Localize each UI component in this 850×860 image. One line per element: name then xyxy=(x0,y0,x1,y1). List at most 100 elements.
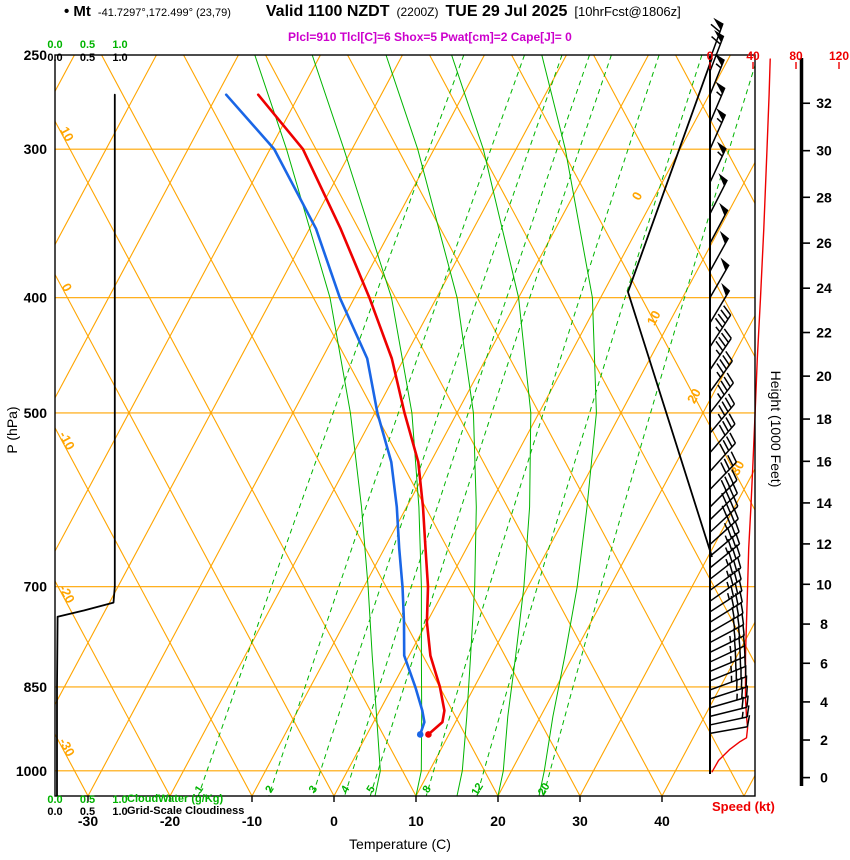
wind-barb-full xyxy=(734,582,739,595)
wind-barb-staff xyxy=(709,403,736,434)
wind-barb-pennant xyxy=(716,108,726,121)
wind-barb-full xyxy=(727,393,736,405)
moist-adiabat-line xyxy=(311,55,423,796)
wind-barb xyxy=(709,257,730,299)
mixing-ratio-label: 12 xyxy=(469,781,486,798)
wind-barb xyxy=(709,612,745,644)
wind-barb-full xyxy=(714,317,724,329)
dewpoint-surface-dot xyxy=(416,731,424,738)
mixing-ratio-label: 4 xyxy=(339,783,353,795)
mixing-ratio-line xyxy=(425,55,660,796)
wind-barb-full xyxy=(722,420,730,432)
temperature-axis-title: Temperature (C) xyxy=(349,836,451,852)
wind-barb xyxy=(709,451,738,491)
wind-barb-full xyxy=(726,372,735,384)
temp-tick-label: 30 xyxy=(572,813,588,829)
isotherm-line xyxy=(169,55,567,796)
wind-barb-staff xyxy=(709,314,732,348)
wind-barb-full xyxy=(731,469,738,481)
mixing-ratio-label: 5 xyxy=(365,784,378,796)
wind-barb-staff xyxy=(709,706,748,718)
wind-barb-full xyxy=(723,376,731,388)
mixing-ratio-line xyxy=(476,55,703,796)
dry-adiabat-line xyxy=(55,273,335,796)
wind-barb xyxy=(709,705,750,726)
wind-barb xyxy=(709,579,743,613)
wind-barb-pennant xyxy=(719,230,729,245)
wind-barb xyxy=(709,675,748,700)
wind-barb-half xyxy=(724,547,729,554)
wind-barb-half xyxy=(715,349,721,356)
isotherm-line xyxy=(55,55,321,553)
isotherm-line xyxy=(661,621,755,796)
valid-zulu: (2200Z) xyxy=(396,5,439,19)
wind-barb-half xyxy=(726,592,731,600)
valid-time: Valid 1100 NZDT xyxy=(265,3,390,20)
wind-barb-staff xyxy=(709,518,739,545)
mixing-ratio-label: 8 xyxy=(420,784,433,796)
cloudiness-scale-top: 1.0 xyxy=(112,52,127,64)
wind-barb-column xyxy=(627,17,751,774)
dry-adiabat-line xyxy=(101,55,499,796)
wind-barb xyxy=(709,108,727,150)
wind-barb-full xyxy=(723,305,732,316)
mixing-ratio-line xyxy=(268,55,525,796)
height-tick-label: 0 xyxy=(820,770,828,786)
wind-barb-staff xyxy=(709,461,737,491)
dry-adiabat-line xyxy=(429,55,755,665)
height-tick-label: 32 xyxy=(816,95,832,111)
speed-axis-title: Speed (kt) xyxy=(712,799,775,814)
temp-tick-label: 20 xyxy=(490,813,506,829)
dry-adiabat-line xyxy=(55,120,417,796)
wind-barb xyxy=(709,556,742,591)
isotherm-line xyxy=(87,55,485,796)
mixing-ratio-label: 3 xyxy=(307,784,320,796)
wind-barb-half xyxy=(715,326,721,333)
wind-barb-full xyxy=(732,559,738,572)
wind-barb-full xyxy=(716,363,725,374)
wind-barb-full xyxy=(741,612,745,625)
wind-barb-staff xyxy=(709,686,747,700)
isotherm-line xyxy=(743,774,755,796)
chart-title: • Mt -41.7297°,172.499° (23,79) Valid 11… xyxy=(64,3,681,21)
wind-barb xyxy=(709,17,724,60)
wind-barb xyxy=(709,393,736,434)
wind-barb-staff xyxy=(709,567,742,591)
isotherm-label: 30 xyxy=(727,458,747,478)
cloudiness-axis-title: Grid-Scale Cloudiness xyxy=(127,805,245,817)
cloudwater-scale-bottom: 0.5 xyxy=(80,794,95,806)
cloudiness-scale-bottom: 0.0 xyxy=(47,806,62,818)
isotherm-label: 20 xyxy=(684,386,704,406)
wind-barb-pennant xyxy=(714,53,725,66)
wind-barb-half xyxy=(717,151,723,157)
wind-barb-full xyxy=(725,350,733,362)
speed-tick-label: 40 xyxy=(746,49,760,63)
pressure-axis-title: P (hPa) xyxy=(4,406,20,454)
wind-barb-staff xyxy=(709,590,743,613)
wind-barb-half xyxy=(729,656,732,663)
cloudwater-scale-bottom: 0.0 xyxy=(47,794,62,806)
wind-barb-staff xyxy=(709,645,745,663)
wind-barb-staff xyxy=(709,696,747,709)
wind-barb-full xyxy=(730,451,738,463)
dry-adiabat-label: 0 xyxy=(59,281,76,294)
wind-barb-full xyxy=(736,615,740,628)
wind-barb-full xyxy=(718,405,726,416)
speed-tick-label: 0 xyxy=(707,49,714,63)
wind-barb-full xyxy=(727,472,735,485)
wind-barb-staff xyxy=(709,543,741,569)
height-tick-label: 2 xyxy=(820,732,828,748)
wind-barb-full xyxy=(737,626,741,638)
height-axis-title: Height (1000 Feet) xyxy=(768,370,784,488)
wind-barb-full xyxy=(746,695,749,708)
wind-barb-pennant xyxy=(713,17,723,30)
temp-tick-label: 40 xyxy=(654,813,670,829)
wind-barb xyxy=(709,372,735,414)
temp-tick-label: -20 xyxy=(160,813,180,829)
pressure-tick-label: 1000 xyxy=(16,763,47,779)
pressure-tick-label: 700 xyxy=(24,579,48,595)
wind-barb-full xyxy=(738,579,743,592)
